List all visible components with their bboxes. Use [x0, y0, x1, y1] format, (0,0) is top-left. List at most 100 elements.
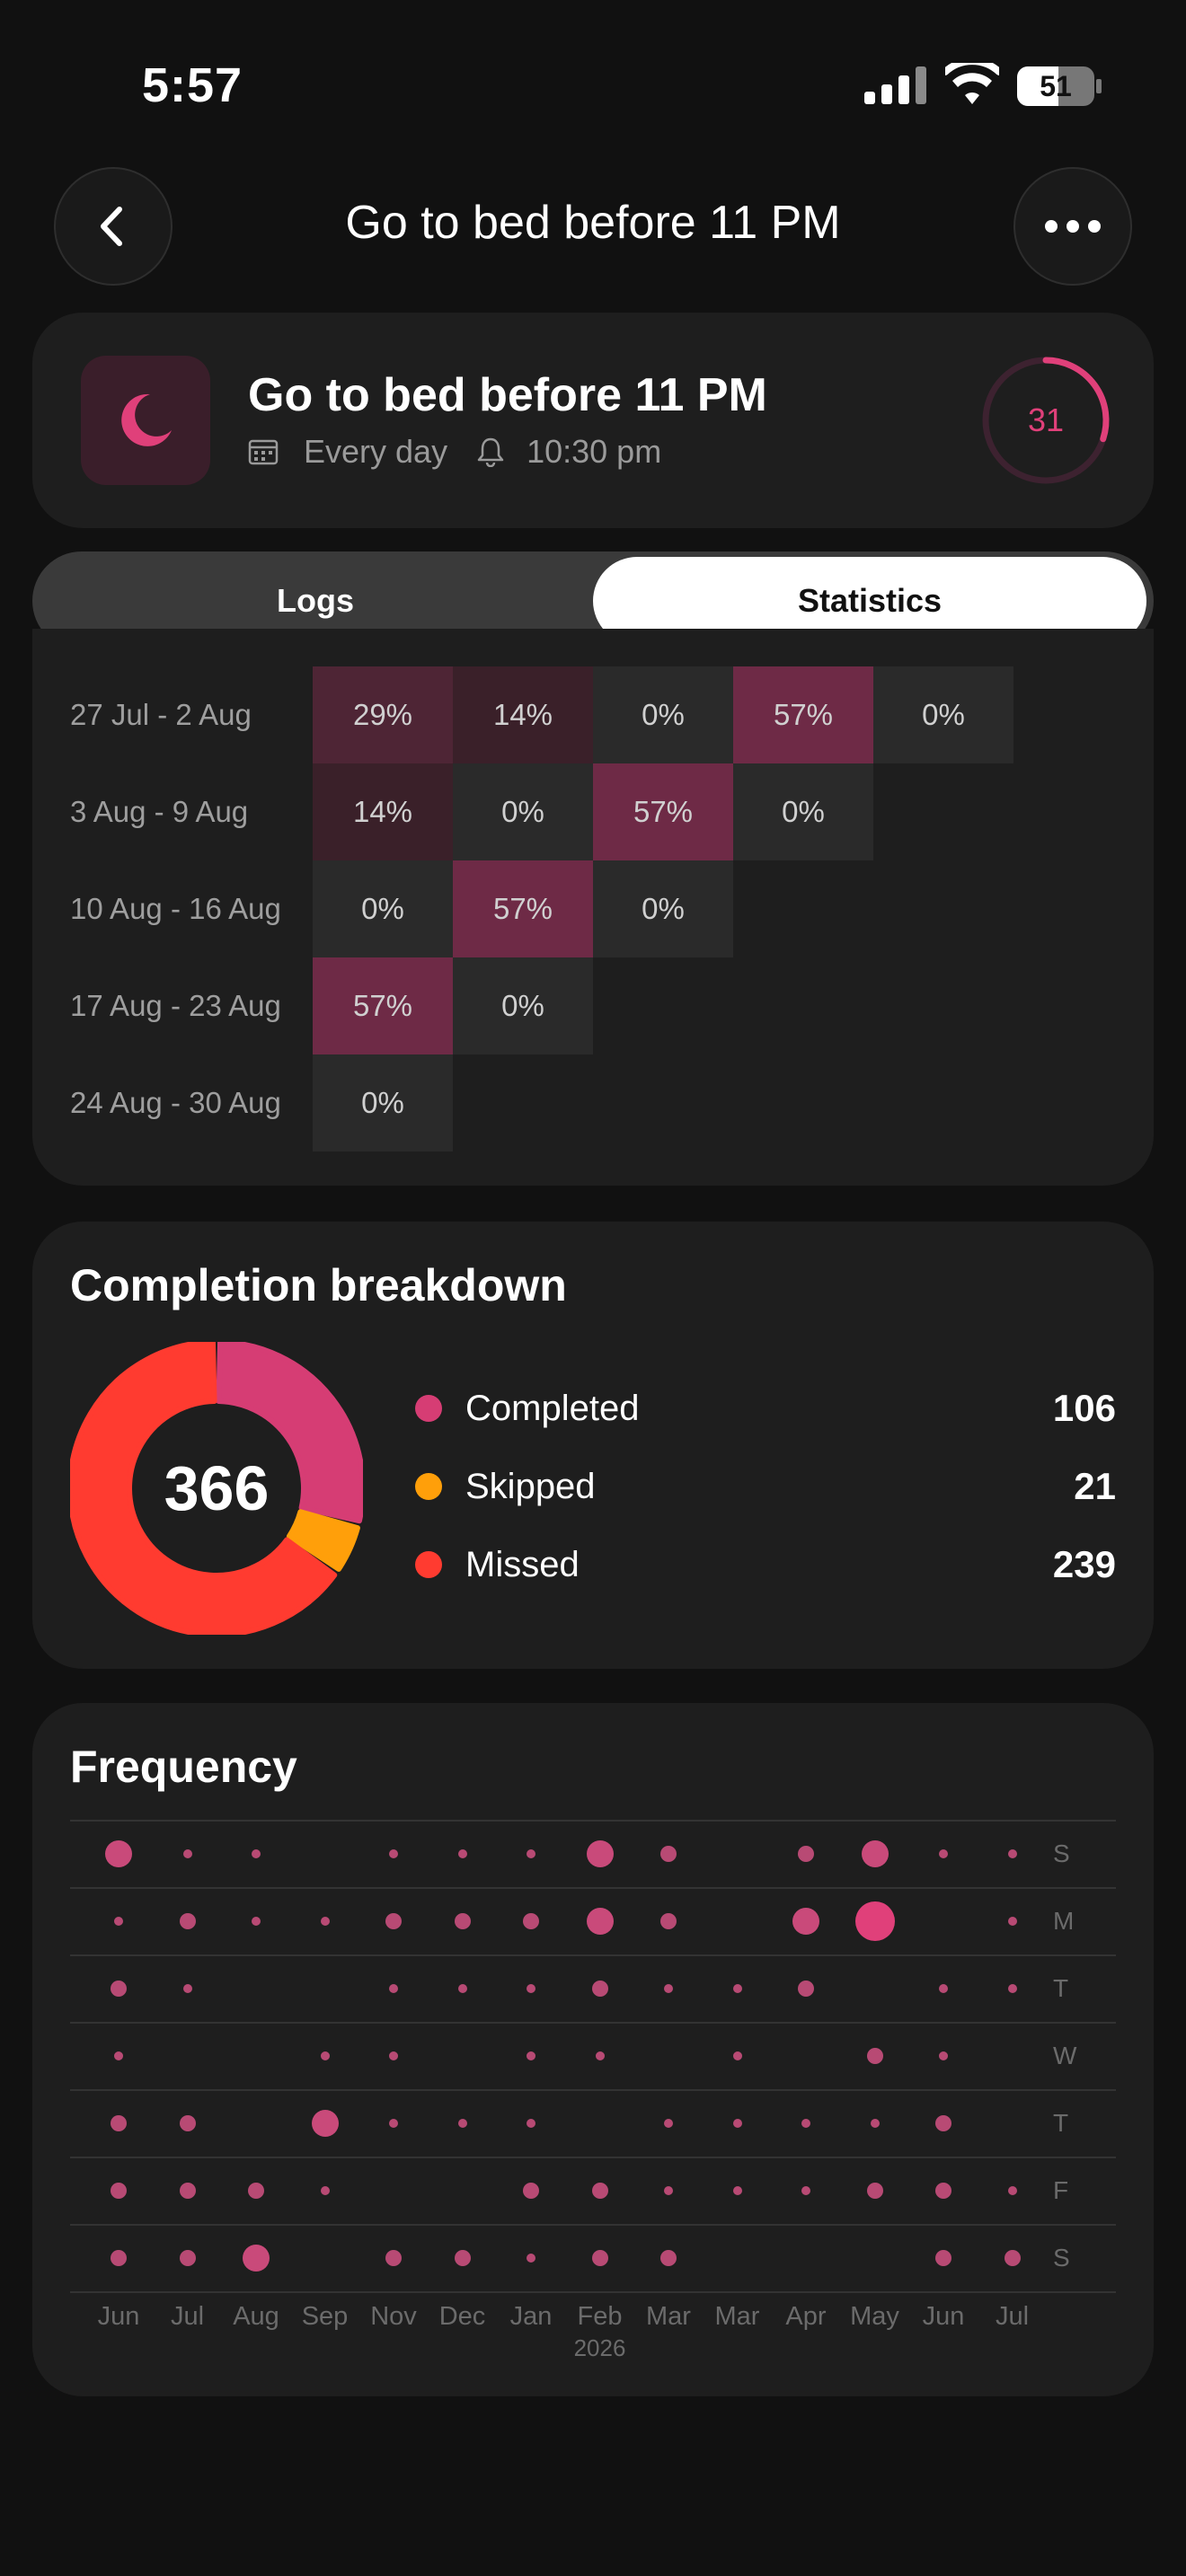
frequency-dot	[389, 1848, 398, 1858]
frequency-dot	[111, 2114, 127, 2131]
heatmap-cell: 14%	[313, 763, 453, 860]
frequency-dot	[248, 2182, 264, 2199]
legend-count: 239	[1052, 1543, 1116, 1585]
frequency-dot	[385, 2249, 402, 2266]
frequency-dot	[457, 1848, 467, 1858]
frequency-dot	[320, 2185, 330, 2195]
frequency-dot	[111, 2249, 127, 2266]
frequency-dot	[457, 2118, 467, 2128]
heatmap-week-label: 24 Aug - 30 Aug	[70, 1086, 281, 1119]
frequency-dot	[389, 2051, 398, 2060]
legend-dot	[415, 1473, 442, 1500]
frequency-year-label: 2026	[573, 2334, 626, 2361]
frequency-gridline	[70, 1820, 1116, 1822]
frequency-gridline	[70, 2022, 1116, 2024]
frequency-dot	[664, 2118, 673, 2128]
frequency-dot	[1007, 1916, 1017, 1926]
breakdown-title: Completion breakdown	[70, 1260, 567, 1310]
heatmap-cell: 0%	[453, 763, 593, 860]
frequency-dot	[252, 1916, 261, 1926]
frequency-dot	[732, 1983, 742, 1993]
frequency-dot	[527, 1848, 535, 1858]
back-button[interactable]	[54, 167, 173, 286]
frequency-dot	[182, 1983, 192, 1993]
frequency-dot	[114, 1916, 123, 1926]
frequency-dot	[527, 2118, 535, 2128]
tab-logs[interactable]: Logs	[277, 582, 354, 619]
habit-frequency: Every day	[304, 433, 448, 470]
frequency-month-label: Nov	[370, 2302, 417, 2331]
legend-dot	[415, 1551, 442, 1578]
donut-slice-missed	[70, 1342, 338, 1635]
frequency-dot	[801, 2185, 810, 2195]
frequency-dot	[182, 1848, 192, 1858]
frequency-gridline	[70, 1954, 1116, 1956]
frequency-month-label: May	[850, 2302, 899, 2331]
habit-reminder-time: 10:30 pm	[527, 433, 662, 470]
frequency-dot	[935, 2249, 951, 2266]
frequency-dot	[586, 1839, 614, 1867]
frequency-dot	[854, 1901, 895, 1941]
frequency-day-label: T	[1053, 2109, 1069, 2137]
frequency-dot	[454, 1912, 471, 1929]
legend-item-completed: Completed 106	[415, 1381, 1116, 1435]
habit-schedule: Every day 10:30 pm	[248, 433, 674, 471]
heatmap-cell: 57%	[313, 957, 453, 1054]
frequency-dot	[454, 2249, 471, 2266]
frequency-dot	[114, 2051, 123, 2060]
frequency-dot	[179, 2249, 196, 2266]
frequency-month-label: Jul	[995, 2302, 1030, 2331]
heatmap-week-label: 3 Aug - 9 Aug	[70, 795, 249, 828]
frequency-day-label: S	[1053, 2244, 1070, 2272]
frequency-dot	[523, 1912, 539, 1929]
ellipsis-icon	[1045, 220, 1101, 233]
frequency-dot	[664, 1983, 673, 1993]
breakdown-donut-chart	[70, 1342, 363, 1635]
heatmap-cell: 57%	[733, 666, 873, 763]
frequency-dot	[798, 1980, 814, 1997]
heatmap-week-label: 17 Aug - 23 Aug	[70, 989, 281, 1022]
frequency-dot	[586, 1907, 614, 1935]
frequency-gridline	[70, 2224, 1116, 2226]
wifi-icon	[945, 63, 999, 104]
page-title: Go to bed before 11 PM	[345, 197, 841, 249]
frequency-month-label: Aug	[233, 2302, 279, 2331]
frequency-dot	[732, 2118, 742, 2128]
status-time: 5:57	[142, 58, 243, 112]
bell-icon	[477, 437, 504, 467]
habit-header-card	[32, 313, 1154, 528]
legend-label: Skipped	[465, 1466, 596, 1506]
frequency-dot	[664, 2185, 673, 2195]
streak-count: 31	[1027, 401, 1065, 438]
heatmap-cell: 57%	[453, 860, 593, 957]
frequency-month-label: Feb	[577, 2302, 623, 2331]
frequency-dot	[939, 1848, 948, 1858]
frequency-dot	[523, 2182, 539, 2199]
frequency-dot	[457, 1983, 467, 1993]
frequency-month-label: Mar	[714, 2302, 760, 2331]
frequency-dot	[798, 1845, 814, 1862]
frequency-dot	[939, 1983, 948, 1993]
legend-dot	[415, 1395, 442, 1422]
more-options-button[interactable]	[1013, 167, 1132, 286]
frequency-dot	[935, 2114, 951, 2131]
frequency-month-label: Apr	[785, 2302, 827, 2331]
frequency-dot	[527, 1983, 535, 1993]
frequency-dot	[660, 1845, 677, 1862]
heatmap-cell: 0%	[593, 666, 733, 763]
frequency-dot	[732, 2051, 742, 2060]
frequency-dot	[311, 2109, 339, 2137]
battery-level: 51	[1040, 69, 1072, 102]
frequency-month-label: Jan	[509, 2302, 553, 2331]
frequency-month-label: Jun	[922, 2302, 965, 2331]
legend-label: Completed	[465, 1388, 640, 1428]
frequency-dot	[389, 2118, 398, 2128]
frequency-month-label: Jun	[97, 2302, 140, 2331]
frequency-dot	[527, 2051, 535, 2060]
frequency-dot	[595, 2051, 605, 2060]
frequency-dot	[801, 2118, 810, 2128]
frequency-gridline	[70, 1887, 1116, 1889]
donut-slice-completed	[216, 1342, 363, 1524]
frequency-dot	[1007, 1983, 1017, 1993]
frequency-day-label: W	[1053, 2042, 1077, 2069]
